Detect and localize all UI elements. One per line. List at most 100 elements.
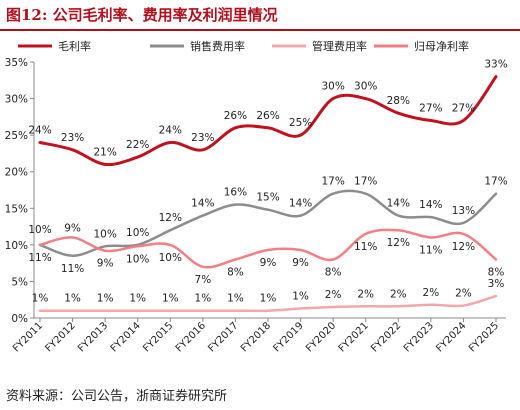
plot-area bbox=[38, 75, 498, 313]
data-label-s2: 17% bbox=[321, 176, 344, 188]
data-label-s4: 10% bbox=[28, 224, 51, 236]
y-tick-label: 10% bbox=[5, 240, 28, 252]
data-label-s2: 12% bbox=[159, 212, 182, 224]
data-label-s3: 2% bbox=[357, 288, 374, 300]
x-tick-label: FY2017 bbox=[206, 320, 240, 354]
data-label-s4: 12% bbox=[387, 237, 410, 249]
y-tick-label: 35% bbox=[5, 57, 28, 69]
data-label-s3: 2% bbox=[455, 288, 472, 300]
data-label-s4: 9% bbox=[97, 258, 114, 270]
figure-source: 资料来源：公司公告，浙商证券研究所 bbox=[6, 389, 228, 404]
data-label-s1: 23% bbox=[61, 132, 84, 144]
x-tick-label: FY2011 bbox=[11, 320, 45, 354]
data-label-s1: 21% bbox=[93, 146, 116, 158]
series-line-1 bbox=[38, 75, 498, 167]
x-tick-label: FY2023 bbox=[402, 320, 436, 354]
data-label-s3: 1% bbox=[32, 293, 49, 305]
figure-title: 图12: 公司毛利率、费用率及利润里情况 bbox=[6, 6, 278, 24]
y-tick-label: 0% bbox=[11, 313, 28, 325]
data-label-s4: 8% bbox=[227, 266, 244, 278]
data-label-s4: 12% bbox=[452, 241, 475, 253]
data-label-s4: 10% bbox=[126, 253, 149, 265]
x-tick-label: FY2019 bbox=[272, 320, 306, 354]
x-tick-label: FY2020 bbox=[304, 320, 338, 354]
data-label-s1: 25% bbox=[289, 117, 312, 129]
data-label-s1: 22% bbox=[126, 139, 149, 151]
x-tick-label: FY2021 bbox=[337, 320, 371, 354]
data-label-s3: 1% bbox=[195, 293, 212, 305]
data-label-s3: 1% bbox=[227, 293, 244, 305]
data-label-s2: 17% bbox=[354, 176, 377, 188]
data-label-s3: 3% bbox=[488, 278, 505, 290]
data-label-s2: 11% bbox=[28, 252, 51, 264]
data-label-s1: 30% bbox=[354, 81, 377, 93]
data-label-s1: 30% bbox=[321, 81, 344, 93]
legend-label-1: 毛利率 bbox=[58, 39, 91, 53]
data-label-s4: 9% bbox=[64, 223, 81, 235]
y-tick-label: 25% bbox=[5, 130, 28, 142]
x-tick-label: FY2025 bbox=[467, 320, 501, 354]
data-label-s3: 2% bbox=[423, 287, 440, 299]
data-label-s2: 16% bbox=[224, 187, 247, 199]
data-label-s2: 15% bbox=[256, 192, 279, 204]
x-tick-label: FY2022 bbox=[369, 320, 403, 354]
data-label-s1: 26% bbox=[256, 110, 279, 122]
data-label-s3: 1% bbox=[292, 290, 309, 302]
data-label-s4: 11% bbox=[354, 241, 377, 253]
title-rule bbox=[0, 29, 520, 31]
data-label-s1: 27% bbox=[419, 103, 442, 115]
data-label-s4: 8% bbox=[488, 266, 505, 278]
data-label-s2: 14% bbox=[387, 198, 410, 210]
data-label-s4: 8% bbox=[325, 266, 342, 278]
data-label-s3: 2% bbox=[325, 289, 342, 301]
x-tick-label: FY2014 bbox=[109, 320, 143, 354]
data-label-s2: 10% bbox=[126, 227, 149, 239]
data-label-s2: 11% bbox=[61, 263, 84, 275]
data-label-s1: 23% bbox=[191, 132, 214, 144]
data-label-s2: 10% bbox=[93, 228, 116, 240]
data-label-s4: 7% bbox=[195, 274, 212, 286]
x-tick-label: FY2012 bbox=[44, 320, 78, 354]
legend-label-2: 销售费用率 bbox=[190, 39, 245, 53]
y-tick-label: 15% bbox=[5, 203, 28, 215]
data-label-s2: 14% bbox=[419, 199, 442, 211]
y-tick-label: 20% bbox=[5, 167, 28, 179]
data-label-s4: 9% bbox=[292, 257, 309, 269]
data-label-s1: 26% bbox=[224, 110, 247, 122]
data-label-s1: 24% bbox=[28, 124, 51, 136]
data-label-s3: 1% bbox=[97, 293, 114, 305]
data-label-s1: 28% bbox=[387, 95, 410, 107]
data-label-s3: 1% bbox=[260, 293, 277, 305]
data-label-s4: 11% bbox=[419, 245, 442, 257]
series-line-2 bbox=[38, 189, 498, 258]
data-label-s2: 14% bbox=[191, 198, 214, 210]
data-label-s2: 14% bbox=[289, 198, 312, 210]
data-label-s3: 1% bbox=[129, 293, 146, 305]
data-label-s1: 33% bbox=[484, 59, 507, 71]
x-tick-label: FY2016 bbox=[174, 320, 208, 354]
x-tick-label: FY2015 bbox=[141, 320, 175, 354]
data-label-s4: 9% bbox=[260, 257, 277, 269]
data-label-s1: 27% bbox=[452, 103, 475, 115]
data-label-s3: 2% bbox=[390, 288, 407, 300]
legend-label-4: 归母净利率 bbox=[414, 39, 469, 53]
x-tick-label: FY2018 bbox=[239, 320, 273, 354]
x-tick-label: FY2013 bbox=[76, 320, 110, 354]
legend-label-3: 管理费用率 bbox=[312, 39, 367, 53]
y-tick-label: 5% bbox=[11, 276, 28, 288]
x-axis: FY2011FY2012FY2013FY2014FY2015FY2016FY20… bbox=[11, 317, 506, 355]
data-label-s4: 10% bbox=[159, 252, 182, 264]
chart-legend: 毛利率 销售费用率 管理费用率 归母净利率 bbox=[18, 39, 469, 53]
y-tick-label: 30% bbox=[5, 94, 28, 106]
series-line-4 bbox=[38, 228, 498, 269]
data-label-s1: 24% bbox=[159, 124, 182, 136]
data-label-s3: 1% bbox=[64, 293, 81, 305]
series-line-3 bbox=[38, 294, 498, 313]
y-axis: 0% 5% 10% 15% 20% 25% 30% 35% bbox=[5, 57, 35, 325]
line-chart: 毛利率 销售费用率 管理费用率 归母净利率 0%5%10%15%20%25%30%35… bbox=[5, 39, 508, 355]
data-label-s2: 17% bbox=[484, 176, 507, 188]
x-tick-label: FY2024 bbox=[434, 320, 468, 354]
data-labels: 24% 23% 21% 22% 24% 23% 26% 26% 25% 30% 30% 28% 27% 2… bbox=[28, 59, 507, 305]
data-label-s3: 1% bbox=[162, 293, 179, 305]
data-label-s2: 13% bbox=[452, 205, 475, 217]
